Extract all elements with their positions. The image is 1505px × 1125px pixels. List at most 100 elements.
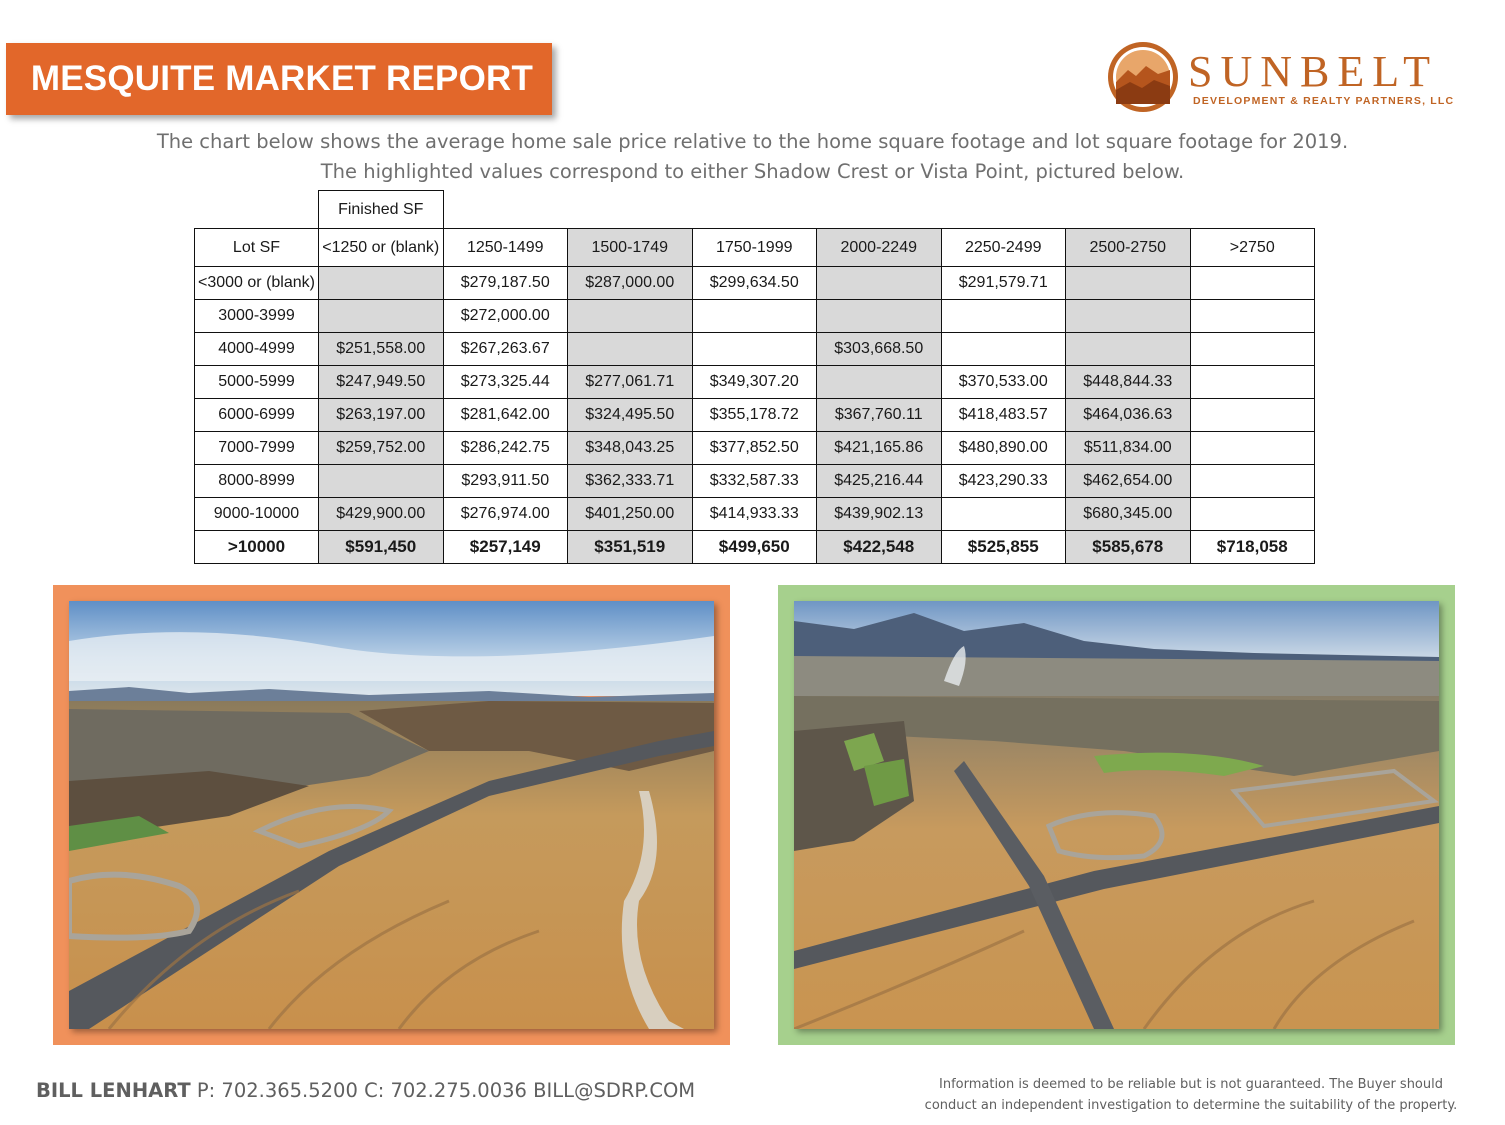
- chart-description: The chart below shows the average home s…: [0, 127, 1505, 187]
- table-cell: [1189, 365, 1315, 399]
- table-cell: $525,855: [940, 530, 1066, 564]
- report-title-banner: MESQUITE MARKET REPORT: [6, 43, 552, 115]
- table-cell: $257,149: [442, 530, 568, 564]
- column-header: 1250-1499: [442, 228, 568, 267]
- logo-tagline: DEVELOPMENT & REALTY PARTNERS, LLC: [1193, 95, 1455, 107]
- table-cell: [318, 299, 444, 333]
- aerial-photo-right: [794, 601, 1439, 1029]
- table-cell: $277,061.71: [567, 365, 693, 399]
- table-cell: $286,242.75: [442, 431, 568, 465]
- logo-name: SUNBELT: [1188, 47, 1438, 96]
- table-cell: [1189, 464, 1315, 498]
- table-cell: $276,974.00: [442, 497, 568, 531]
- table-cell: [691, 332, 817, 366]
- table-cell: [816, 365, 942, 399]
- table-cell: $401,250.00: [567, 497, 693, 531]
- agent-contact: BILL LENHART P: 702.365.5200 C: 702.275.…: [36, 1079, 695, 1102]
- table-cell: $273,325.44: [442, 365, 568, 399]
- column-header: >2750: [1189, 228, 1315, 267]
- table-cell: $422,548: [816, 530, 942, 564]
- row-label: 5000-5999: [194, 365, 319, 399]
- sunbelt-logo: SUNBELT DEVELOPMENT & REALTY PARTNERS, L…: [1106, 40, 1466, 120]
- table-cell: $332,587.33: [691, 464, 817, 498]
- disclaimer-line-1: Information is deemed to be reliable but…: [939, 1077, 1443, 1092]
- table-cell: [816, 266, 942, 300]
- table-cell: $429,900.00: [318, 497, 444, 531]
- table-cell: $299,634.50: [691, 266, 817, 300]
- table-cell: [1189, 497, 1315, 531]
- table-cell: $591,450: [318, 530, 444, 564]
- table-cell: [1189, 266, 1315, 300]
- table-cell: $718,058: [1189, 530, 1315, 564]
- table-cell: [1065, 332, 1191, 366]
- table-cell: [940, 299, 1066, 333]
- table-cell: $287,000.00: [567, 266, 693, 300]
- description-line-2: The highlighted values correspond to eit…: [320, 160, 1185, 183]
- table-cell: $272,000.00: [442, 299, 568, 333]
- table-cell: $259,752.00: [318, 431, 444, 465]
- table-cell: $421,165.86: [816, 431, 942, 465]
- row-label: 3000-3999: [194, 299, 319, 333]
- table-row: 4000-4999 $251,558.00 $267,263.67 $303,6…: [194, 332, 1315, 366]
- table-cell: $303,668.50: [816, 332, 942, 366]
- table-cell: $464,036.63: [1065, 398, 1191, 432]
- table-cell: [940, 497, 1066, 531]
- table-cell: $439,902.13: [816, 497, 942, 531]
- table-row: 9000-10000 $429,900.00 $276,974.00 $401,…: [194, 497, 1315, 531]
- column-header: 2500-2750: [1065, 228, 1191, 267]
- column-header: 1500-1749: [567, 228, 693, 267]
- table-cell: $281,642.00: [442, 398, 568, 432]
- table-row: 8000-8999 $293,911.50 $362,333.71 $332,5…: [194, 464, 1315, 498]
- table-cell: $263,197.00: [318, 398, 444, 432]
- table-cell: $251,558.00: [318, 332, 444, 366]
- report-title: MESQUITE MARKET REPORT: [30, 59, 534, 98]
- disclaimer-line-2: conduct an independent investigation to …: [924, 1098, 1458, 1113]
- table-cell: $499,650: [691, 530, 817, 564]
- table-cell: $355,178.72: [691, 398, 817, 432]
- table-cell: [816, 299, 942, 333]
- table-cell: $418,483.57: [940, 398, 1066, 432]
- table-cell: $423,290.33: [940, 464, 1066, 498]
- table-cell: [1189, 398, 1315, 432]
- table-row: 3000-3999 $272,000.00: [194, 299, 1315, 333]
- sunbelt-logo-icon: [1108, 42, 1178, 112]
- table-cell: $370,533.00: [940, 365, 1066, 399]
- table-cell: $267,263.67: [442, 332, 568, 366]
- table-row: 7000-7999 $259,752.00 $286,242.75 $348,0…: [194, 431, 1315, 465]
- photo-frame-right: [778, 585, 1455, 1045]
- finished-sf-header: Finished SF: [318, 190, 444, 229]
- table-cell: $425,216.44: [816, 464, 942, 498]
- table-cell: $279,187.50: [442, 266, 568, 300]
- table-cell: $511,834.00: [1065, 431, 1191, 465]
- table-cell: [1189, 332, 1315, 366]
- table-cell: [318, 464, 444, 498]
- table-cell: $480,890.00: [940, 431, 1066, 465]
- aerial-photo-left: [69, 601, 714, 1029]
- table-cell: [1189, 431, 1315, 465]
- table-cell: $348,043.25: [567, 431, 693, 465]
- table-row: 5000-5999 $247,949.50 $273,325.44 $277,0…: [194, 365, 1315, 399]
- row-label: 4000-4999: [194, 332, 319, 366]
- row-label: <3000 or (blank): [194, 266, 319, 300]
- table-cell: $377,852.50: [691, 431, 817, 465]
- column-header: 2250-2499: [940, 228, 1066, 267]
- table-cell: $462,654.00: [1065, 464, 1191, 498]
- lot-sf-header: Lot SF: [194, 228, 319, 267]
- table-cell: $351,519: [567, 530, 693, 564]
- table-row: <3000 or (blank) $279,187.50 $287,000.00…: [194, 266, 1315, 300]
- agent-name: BILL LENHART: [36, 1079, 191, 1102]
- table-cell: [567, 299, 693, 333]
- agent-contact-details: P: 702.365.5200 C: 702.275.0036 BILL@SDR…: [190, 1079, 696, 1102]
- table-cell: $349,307.20: [691, 365, 817, 399]
- column-header: 1750-1999: [691, 228, 817, 267]
- price-table: Finished SF Lot SF <1250 or (blank) 1250…: [194, 190, 1315, 564]
- row-label: 7000-7999: [194, 431, 319, 465]
- row-label: 6000-6999: [194, 398, 319, 432]
- table-cell: $362,333.71: [567, 464, 693, 498]
- table-cell: [940, 332, 1066, 366]
- table-cell: [567, 332, 693, 366]
- disclaimer: Information is deemed to be reliable but…: [900, 1074, 1482, 1116]
- table-cell: $324,495.50: [567, 398, 693, 432]
- table-cell: $680,345.00: [1065, 497, 1191, 531]
- column-header: <1250 or (blank): [318, 228, 444, 267]
